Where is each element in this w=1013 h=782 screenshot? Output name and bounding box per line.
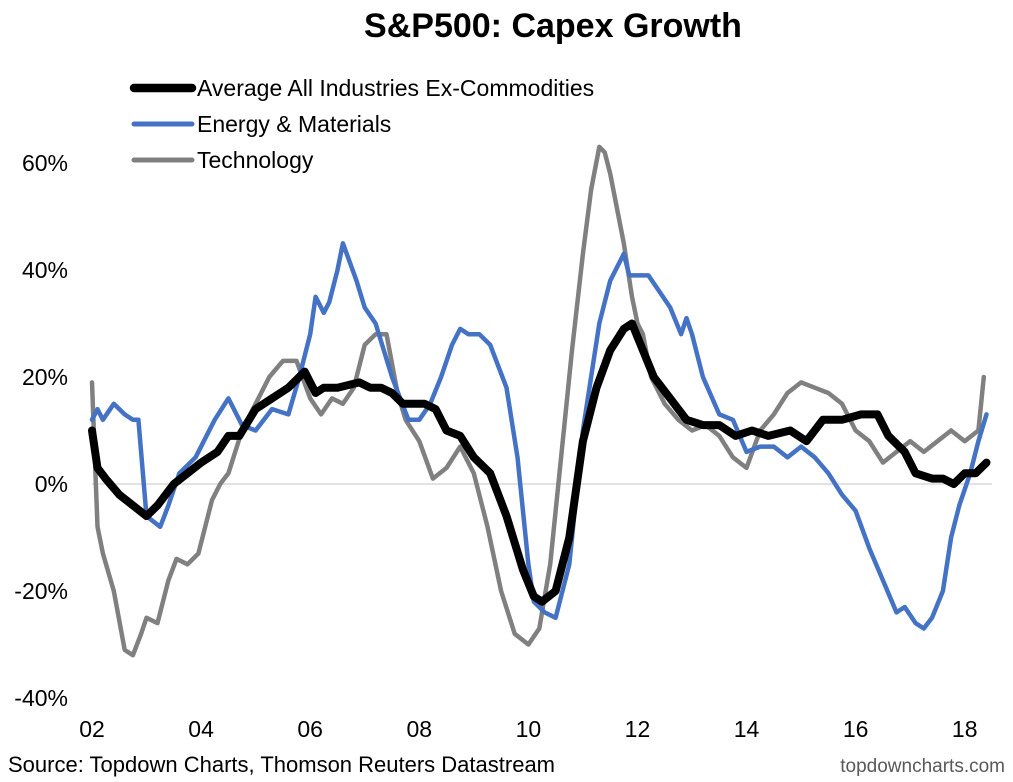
legend-label: Energy & Materials	[197, 111, 391, 137]
x-tick-label: 10	[516, 716, 542, 742]
source-note: Source: Topdown Charts, Thomson Reuters …	[8, 752, 555, 777]
y-tick-label: 60%	[22, 150, 68, 176]
x-tick-label: 14	[734, 716, 760, 742]
x-tick-label: 12	[625, 716, 651, 742]
x-tick-label: 16	[843, 716, 869, 742]
x-tick-label: 02	[79, 716, 105, 742]
y-tick-label: 0%	[35, 471, 68, 497]
x-tick-label: 06	[297, 716, 323, 742]
series-lines	[88, 144, 991, 658]
brand-note: topdowncharts.com	[840, 756, 1005, 777]
legend-label: Technology	[197, 147, 314, 173]
chart-title: S&P500: Capex Growth	[364, 7, 742, 45]
y-axis-tick-labels: 60% 40% 20% 0% -20% -40%	[14, 150, 68, 711]
y-tick-label: -40%	[14, 685, 68, 711]
x-axis-tick-labels: 02 04 06 08 10 12 14 16 18	[79, 716, 977, 742]
legend-label: Average All Industries Ex-Commodities	[197, 75, 594, 101]
y-tick-label: -20%	[14, 578, 68, 604]
x-tick-label: 08	[406, 716, 432, 742]
y-tick-label: 40%	[22, 257, 68, 283]
x-tick-label: 04	[188, 716, 214, 742]
legend: Average All Industries Ex-Commodities Ene…	[129, 75, 594, 173]
series-line-0	[88, 319, 991, 606]
series-line-2	[89, 144, 987, 658]
y-tick-label: 20%	[22, 364, 68, 390]
x-tick-label: 18	[952, 716, 978, 742]
